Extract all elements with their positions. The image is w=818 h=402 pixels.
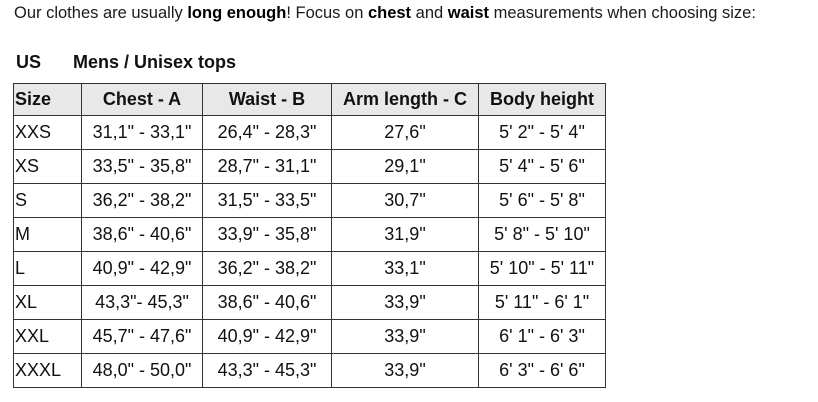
region-label: US xyxy=(16,52,42,72)
table-header-row: Size Chest - A Waist - B Arm length - C … xyxy=(13,83,606,116)
body-height-cell: 5' 2" - 5' 4" xyxy=(478,115,606,150)
intro-bold-chest: chest xyxy=(367,4,412,22)
size-cell: S xyxy=(13,183,82,218)
intro-part-4: measurements when choosing size: xyxy=(489,4,756,22)
size-cell: XXL xyxy=(13,319,82,354)
chest-cell: 45,7" - 47,6" xyxy=(81,319,203,354)
table-row: XL 43,3"- 45,3" 38,6" - 40,6" 33,9" 5' 1… xyxy=(13,285,606,320)
header-waist: Waist - B xyxy=(202,83,332,116)
arm-length-cell: 33,9" xyxy=(331,285,479,320)
intro-text: Our clothes are usually long enough! Foc… xyxy=(14,4,756,23)
chest-cell: 48,0" - 50,0" xyxy=(81,353,203,388)
waist-cell: 43,3" - 45,3" xyxy=(202,353,332,388)
arm-length-cell: 27,6" xyxy=(331,115,479,150)
intro-part-1: Our clothes are usually xyxy=(14,4,188,22)
chest-cell: 40,9" - 42,9" xyxy=(81,251,203,286)
body-height-cell: 5' 11" - 6' 1" xyxy=(478,285,606,320)
table-row: XXXL 48,0" - 50,0" 43,3" - 45,3" 33,9" 6… xyxy=(13,353,606,388)
header-arm-length: Arm length - C xyxy=(331,83,479,116)
size-cell: XS xyxy=(13,149,82,184)
table-row: L 40,9" - 42,9" 36,2" - 38,2" 33,1" 5' 1… xyxy=(13,251,606,286)
size-cell: L xyxy=(13,251,82,286)
body-height-cell: 5' 8" - 5' 10" xyxy=(478,217,606,252)
chest-cell: 31,1" - 33,1" xyxy=(81,115,203,150)
header-body-height: Body height xyxy=(478,83,606,116)
chest-cell: 33,5" - 35,8" xyxy=(81,149,203,184)
waist-cell: 26,4" - 28,3" xyxy=(202,115,332,150)
waist-cell: 31,5" - 33,5" xyxy=(202,183,332,218)
size-cell: XL xyxy=(13,285,82,320)
intro-part-2: ! Focus on xyxy=(286,4,368,22)
arm-length-cell: 29,1" xyxy=(331,149,479,184)
chest-cell: 43,3"- 45,3" xyxy=(81,285,203,320)
chest-cell: 36,2" - 38,2" xyxy=(81,183,203,218)
table-row: XXS 31,1" - 33,1" 26,4" - 28,3" 27,6" 5'… xyxy=(13,115,606,150)
intro-part-3: and xyxy=(411,4,448,22)
waist-cell: 38,6" - 40,6" xyxy=(202,285,332,320)
size-cell: M xyxy=(13,217,82,252)
arm-length-cell: 33,1" xyxy=(331,251,479,286)
size-cell: XXS xyxy=(13,115,82,150)
size-cell: XXXL xyxy=(13,353,82,388)
size-chart-table: Size Chest - A Waist - B Arm length - C … xyxy=(13,83,606,388)
table-row: XS 33,5" - 35,8" 28,7" - 31,1" 29,1" 5' … xyxy=(13,149,606,184)
arm-length-cell: 31,9" xyxy=(331,217,479,252)
chest-cell: 38,6" - 40,6" xyxy=(81,217,203,252)
arm-length-cell: 33,9" xyxy=(331,319,479,354)
waist-cell: 36,2" - 38,2" xyxy=(202,251,332,286)
table-row: S 36,2" - 38,2" 31,5" - 33,5" 30,7" 5' 6… xyxy=(13,183,606,218)
arm-length-cell: 30,7" xyxy=(331,183,479,218)
table-row: XXL 45,7" - 47,6" 40,9" - 42,9" 33,9" 6'… xyxy=(13,319,606,354)
intro-bold-long-enough: long enough xyxy=(187,4,287,22)
body-height-cell: 5' 4" - 5' 6" xyxy=(478,149,606,184)
category-label: Mens / Unisex tops xyxy=(73,52,237,72)
header-size: Size xyxy=(13,83,82,116)
table-row: M 38,6" - 40,6" 33,9" - 35,8" 31,9" 5' 8… xyxy=(13,217,606,252)
body-height-cell: 5' 6" - 5' 8" xyxy=(478,183,606,218)
header-chest: Chest - A xyxy=(81,83,203,116)
waist-cell: 40,9" - 42,9" xyxy=(202,319,332,354)
body-height-cell: 5' 10" - 5' 11" xyxy=(478,251,606,286)
intro-bold-waist: waist xyxy=(447,4,490,22)
body-height-cell: 6' 1" - 6' 3" xyxy=(478,319,606,354)
body-height-cell: 6' 3" - 6' 6" xyxy=(478,353,606,388)
waist-cell: 33,9" - 35,8" xyxy=(202,217,332,252)
waist-cell: 28,7" - 31,1" xyxy=(202,149,332,184)
arm-length-cell: 33,9" xyxy=(331,353,479,388)
